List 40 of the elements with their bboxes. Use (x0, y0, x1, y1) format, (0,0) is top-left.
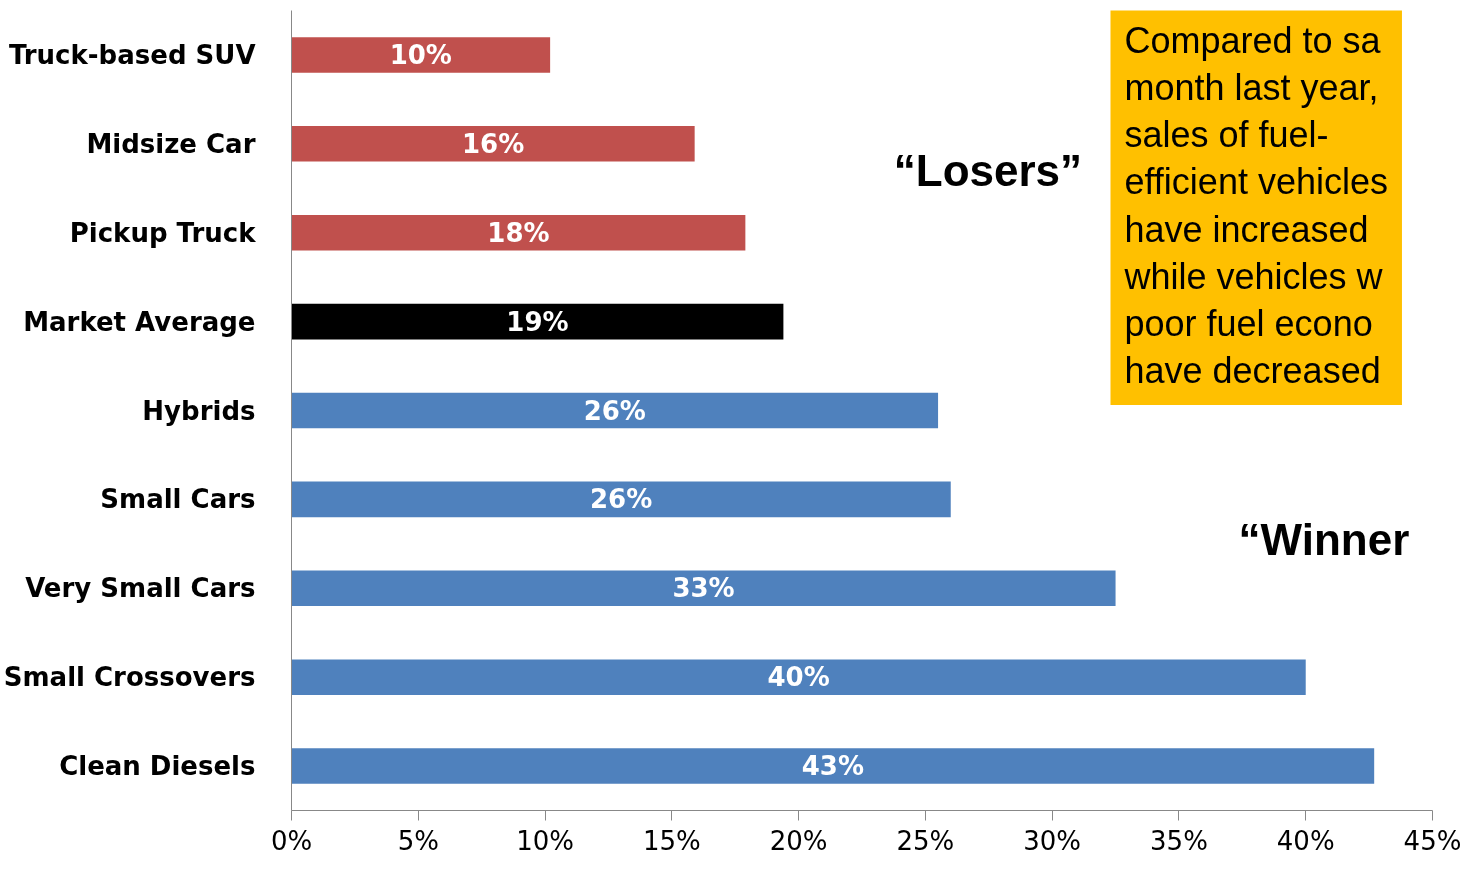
bar (291, 481, 951, 518)
bar (291, 570, 1116, 607)
y-tick-label: Midsize Car (86, 128, 256, 159)
data-label: 26% (590, 484, 653, 515)
y-tick-label: Very Small Cars (25, 573, 256, 604)
y-tick-label: Clean Diesels (59, 751, 256, 782)
x-tick-label: 40% (1276, 825, 1335, 856)
x-tick-label: 30% (1023, 825, 1082, 856)
x-tick-label: 20% (769, 825, 828, 856)
bar (291, 748, 1375, 784)
annotation: “Winner (1238, 514, 1410, 564)
x-tick-label: 10% (516, 825, 574, 856)
x-tick-label: 5% (397, 825, 439, 856)
bar (291, 303, 784, 340)
bar (291, 392, 939, 429)
data-label: 40% (767, 662, 830, 693)
bar (291, 37, 551, 73)
data-label: 18% (487, 217, 550, 248)
y-tick-label: Small Cars (100, 484, 256, 515)
y-tick-label: Small Crossovers (3, 662, 256, 693)
x-tick-label: 15% (642, 825, 701, 856)
data-label: 26% (583, 395, 646, 426)
y-tick-label: Pickup Truck (69, 217, 257, 248)
bar (291, 659, 1306, 695)
y-tick-label: Hybrids (142, 395, 256, 426)
bar (291, 126, 695, 162)
annotation: Compared to sa month last year, sales of fuel- efficient vehicles have increased while vehicles w poor fuel econo have decreased (1123, 20, 1388, 392)
x-tick-label: 35% (1150, 825, 1208, 856)
data-label: 43% (801, 751, 864, 782)
y-tick-label: Market Average (23, 306, 256, 337)
data-label: 33% (672, 573, 735, 604)
x-tick-label: 45% (1403, 825, 1462, 856)
data-label: 16% (461, 128, 525, 159)
x-tick-label: 25% (896, 825, 955, 856)
x-tick-label: 0% (270, 825, 313, 856)
data-label: 19% (506, 306, 569, 337)
data-label: 10% (389, 39, 452, 70)
annotation: “Losers” (893, 146, 1083, 195)
bar (291, 214, 746, 251)
y-tick-label: Truck-based SUV (8, 39, 256, 70)
